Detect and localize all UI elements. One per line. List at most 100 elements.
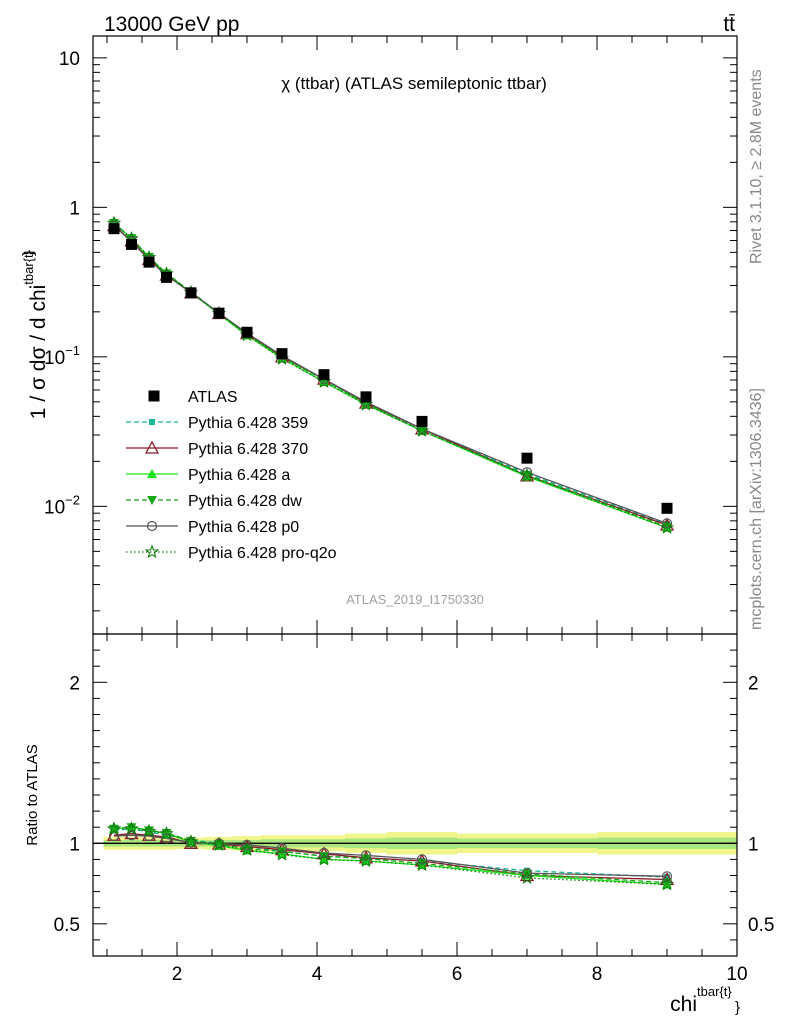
ratio-point-3 <box>319 852 329 862</box>
ratio-point-5 <box>159 826 174 840</box>
ratio-point-4 <box>241 839 253 851</box>
x-tick-label: 6 <box>452 964 463 985</box>
ratio-series <box>106 821 675 891</box>
ratio-point-5 <box>358 853 374 868</box>
x-tick-label: 2 <box>172 964 183 985</box>
data-point <box>213 307 225 319</box>
x-tick-label: 4 <box>312 964 323 985</box>
legend-marker-5 <box>144 544 160 559</box>
data-point <box>318 369 330 381</box>
main-y-axis-label: 1 / σ dσ / d chitbar{t} } <box>20 249 50 419</box>
y-tick-label-right: 1 <box>748 834 759 855</box>
data-point <box>108 223 120 235</box>
ratio-point-5 <box>183 834 199 848</box>
ratio-point-3 <box>522 869 532 879</box>
main-y-label-brace: } <box>20 251 37 256</box>
x-tick-label: 8 <box>592 964 603 985</box>
ratio-point-4 <box>276 843 288 854</box>
legend-label-4: Pythia 6.428 p0 <box>188 519 299 536</box>
ratio-point-5 <box>316 851 332 866</box>
data-point <box>521 452 533 464</box>
rivet-label: Rivet 3.1.10, ≥ 2.8M events <box>748 69 765 264</box>
ratio-point-4 <box>360 850 372 861</box>
svg-text:1 / σ dσ / d chitbar{t}: 1 / σ dσ / d chitbar{t} <box>21 249 50 419</box>
data-point <box>661 502 673 514</box>
series-point-4 <box>521 467 533 478</box>
data-point <box>161 271 172 283</box>
ratio-point-3 <box>277 847 287 857</box>
legend: ATLAS Pythia 6.428 359 Pythia 6.428 370 Pyt… <box>126 389 337 562</box>
ratio-point-4 <box>143 830 155 842</box>
ratio-point-4 <box>521 867 533 879</box>
ratio-point-5 <box>211 837 227 852</box>
ratio-point-5 <box>124 821 139 835</box>
data-point <box>416 415 428 427</box>
legend-label-2: Pythia 6.428 a <box>188 467 290 484</box>
main-x-ticks <box>106 36 738 634</box>
analysis-watermark: ATLAS_2019_I1750330 <box>346 592 484 607</box>
legend-marker-1 <box>144 440 160 454</box>
y-tick-label: 10−1 <box>44 343 80 369</box>
ratio-frame <box>92 633 738 957</box>
ratio-point-5 <box>659 876 675 891</box>
ratio-point-3 <box>361 854 371 864</box>
ratio-point-5 <box>106 821 122 835</box>
chart-title: χ (ttbar) (ATLAS semileptonic ttbar) <box>281 74 547 93</box>
legend-marker-data <box>148 390 160 402</box>
y-tick-label-right: 0.5 <box>748 915 774 936</box>
mcplots-label: mcplots.cern.ch [arXiv:1306.3436] <box>748 388 765 630</box>
main-y-label-text: 1 / σ dσ / d chi <box>27 285 50 419</box>
x-label-brace: } <box>735 999 740 1016</box>
x-tick-label: 10 <box>726 964 747 985</box>
ratio-y-ticks: 0.5 0.5 1 1 2 2 <box>54 649 774 941</box>
data-point <box>185 287 197 299</box>
legend-label-0: Pythia 6.428 359 <box>188 415 308 432</box>
ratio-point-5 <box>414 857 430 872</box>
main-y-ticks: 10 1 10−1 10−2 <box>44 49 737 612</box>
ratio-point-4 <box>318 847 330 859</box>
x-label-text: chi <box>670 993 697 1016</box>
series-point-5 <box>659 520 675 534</box>
ratio-point-5 <box>519 870 535 885</box>
y-tick-label: 10 <box>59 49 80 70</box>
legend-marker-3 <box>147 496 157 505</box>
series-point-5 <box>358 396 374 411</box>
series-point-5 <box>414 423 430 437</box>
x-axis-label: chi tbar{t} } <box>670 984 740 1016</box>
x-label-sup: tbar{t} <box>697 984 732 999</box>
energy-label: 13000 GeV pp <box>104 13 239 36</box>
series-point-5 <box>519 468 535 482</box>
legend-marker-4 <box>146 520 158 532</box>
ratio-point-4 <box>661 871 673 882</box>
ratio-point-5 <box>141 823 157 838</box>
legend-label-3: Pythia 6.428 dw <box>188 493 302 510</box>
y-tick-label: 10−2 <box>44 492 80 518</box>
ratio-point-3 <box>126 823 137 833</box>
ratio-point-4 <box>161 833 172 844</box>
ratio-point-4 <box>416 854 428 865</box>
legend-marker-2 <box>147 469 157 478</box>
main-y-label-sup: tbar{t} <box>21 249 36 284</box>
ratio-y-axis-label: Ratio to ATLAS <box>24 744 41 845</box>
y-tick-label-right: 2 <box>748 673 759 694</box>
data-point <box>143 256 155 268</box>
data-point <box>126 238 137 250</box>
ratio-point-3 <box>662 878 672 888</box>
y-tick-label: 0.5 <box>54 915 80 936</box>
main-series <box>106 215 675 534</box>
legend-marker-0 <box>149 419 155 425</box>
main-panel: 10 1 10−1 10−2 χ (ttbar) (ATLAS semileptoni… <box>20 35 738 635</box>
legend-label-1: Pythia 6.428 370 <box>188 441 308 458</box>
ratio-x-ticks: 2 4 6 8 10 <box>106 634 748 985</box>
data-point <box>276 348 288 360</box>
data-point <box>360 391 372 403</box>
ratio-panel: 0.5 0.5 1 1 2 2 2 4 6 8 10 Ratio to ATLAS <box>24 633 774 985</box>
ratio-point-5 <box>274 847 290 861</box>
y-tick-label: 1 <box>69 834 80 855</box>
ratio-point-5 <box>239 842 255 856</box>
data-point <box>241 326 253 338</box>
y-tick-label: 1 <box>69 198 80 219</box>
legend-label-data: ATLAS <box>188 389 238 406</box>
series-point-4 <box>661 518 673 529</box>
